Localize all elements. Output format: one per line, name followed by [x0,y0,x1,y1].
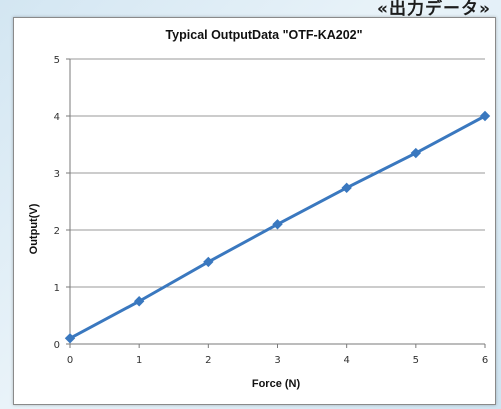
axes [66,58,486,348]
x-tick-label-4: 4 [343,355,349,366]
x-tick-label-2: 2 [205,355,211,366]
data-point-0-4 [341,182,352,194]
x-tick-label-3: 3 [274,355,280,366]
y-axis-label: Output(V) [28,203,40,254]
page-banner: «出力データ» [377,0,491,19]
y-tick-label-0: 0 [54,340,60,351]
chart-area: Typical OutputData "OTF-KA202" 0 1 2 3 4 5 0 1 2… [13,17,496,405]
x-tick-label-6: 6 [482,355,488,366]
y-tick-label-1: 1 [54,283,60,294]
data-point-0-2 [203,256,214,268]
tick-labels: 0 1 2 3 4 5 0 1 2 3 4 5 6 [54,55,489,366]
y-tick-label-2: 2 [54,226,60,237]
y-tick-label-3: 3 [54,169,60,180]
x-tick-label-0: 0 [67,355,73,366]
chart-title: Typical OutputData "OTF-KA202" [165,28,362,42]
series-layer [64,110,491,344]
data-point-0-1 [133,296,145,307]
data-point-0-6 [479,110,491,122]
gridlines [70,58,485,288]
y-tick-label-4: 4 [54,112,60,123]
data-point-0-3 [272,219,283,230]
x-axis-label: Force (N) [252,378,301,390]
data-point-0-0 [64,333,76,344]
y-tick-label-5: 5 [54,55,60,66]
x-tick-label-5: 5 [413,355,419,366]
line-chart: Typical OutputData "OTF-KA202" 0 1 2 3 4 5 0 1 2… [28,28,491,390]
x-tick-label-1: 1 [136,355,142,366]
data-point-0-5 [410,147,422,159]
